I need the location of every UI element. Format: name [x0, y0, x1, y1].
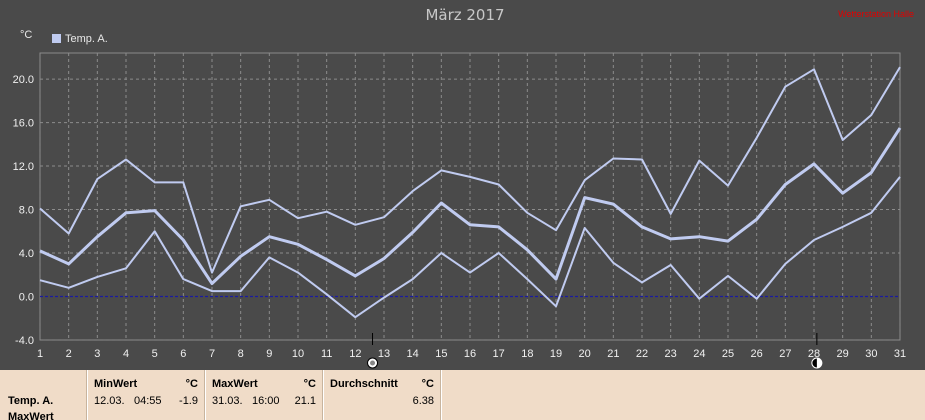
- x-tick-label: 29: [837, 348, 849, 360]
- x-tick-label: 14: [407, 348, 419, 360]
- x-tick-label: 3: [94, 348, 100, 360]
- series-line-min: [39, 176, 901, 319]
- station-watermark: Wetterstation Halle: [838, 9, 914, 19]
- x-tick-label: 1: [37, 348, 43, 360]
- series-line-max: [39, 66, 901, 274]
- column-divider: [205, 370, 206, 420]
- x-tick-label: 23: [665, 348, 677, 360]
- avg-value: 6.38: [412, 395, 434, 407]
- y-tick-label: 0.0: [19, 292, 34, 304]
- min-value: -1.9: [179, 395, 198, 407]
- y-axis-unit: °C: [20, 29, 32, 41]
- x-tick-label: 28: [808, 348, 820, 360]
- x-tick-label: 19: [550, 348, 562, 360]
- x-tick-label: 8: [238, 348, 244, 360]
- min-unit: °C: [185, 378, 198, 390]
- x-tick-label: 31: [894, 348, 906, 360]
- x-tick-label: 13: [378, 348, 390, 360]
- max-unit: °C: [303, 378, 316, 390]
- min-header: MinWert: [94, 378, 138, 390]
- stats-label-column: Temp. A. MaxWert: [0, 370, 87, 420]
- x-tick-label: 25: [722, 348, 734, 360]
- y-tick-label: -4.0: [15, 335, 34, 347]
- max-time: 16:00: [252, 395, 280, 407]
- x-tick-label: 15: [435, 348, 447, 360]
- column-divider: [323, 370, 324, 420]
- plot-area: 1 2 3 4 5 6 7 8 9 10 11 12 13 14 15 16 17 18 19 20 21 22 23 24 2…: [13, 52, 906, 369]
- max-value: 21.1: [294, 395, 316, 407]
- series-label: Temp. A.: [8, 395, 54, 407]
- x-tick-label: 26: [751, 348, 763, 360]
- avg-column: Durchschnitt °C 6.38: [324, 370, 441, 420]
- legend-swatch: [52, 34, 61, 43]
- min-time: 04:55: [134, 395, 162, 407]
- x-tick-label: 10: [292, 348, 304, 360]
- x-tick-label: 11: [321, 348, 332, 360]
- y-tick-label: 20.0: [13, 74, 34, 86]
- legend-label: Temp. A.: [65, 33, 108, 45]
- x-tick-label: 27: [779, 348, 791, 360]
- max-date: 31.03.: [212, 395, 243, 407]
- x-tick-label: 4: [123, 348, 129, 360]
- x-tick-label: 12: [349, 348, 361, 360]
- column-divider: [87, 370, 88, 420]
- x-tick-label: 5: [152, 348, 158, 360]
- series-line-mean: [39, 127, 902, 285]
- x-tick-label: 2: [66, 348, 72, 360]
- statistics-panel: Temp. A. MaxWert MinWert °C 12.03. 04:55…: [0, 370, 925, 420]
- x-tick-label: 9: [266, 348, 272, 360]
- temperature-chart: März 2017 Wetterstation Halle °C Temp. A…: [13, 6, 914, 369]
- y-tick-label: 8.0: [19, 205, 34, 217]
- x-tick-label: 22: [636, 348, 648, 360]
- max-label: MaxWert: [8, 411, 54, 420]
- min-column: MinWert °C 12.03. 04:55 -1.9: [88, 370, 205, 420]
- chart-title: März 2017: [425, 6, 504, 24]
- y-tick-label: 16.0: [13, 118, 34, 130]
- x-tick-label: 6: [180, 348, 186, 360]
- x-tick-label: 16: [464, 348, 476, 360]
- x-tick-label: 17: [493, 348, 505, 360]
- x-tick-label: 20: [579, 348, 591, 360]
- x-tick-label: 7: [209, 348, 215, 360]
- y-tick-label: 4.0: [19, 248, 34, 260]
- min-date: 12.03.: [94, 395, 125, 407]
- avg-header: Durchschnitt: [330, 378, 398, 390]
- x-tick-label: 30: [865, 348, 877, 360]
- x-tick-label: 21: [607, 348, 619, 360]
- x-tick-label: 24: [693, 348, 705, 360]
- max-column: MaxWert °C 31.03. 16:00 21.1: [206, 370, 323, 420]
- x-tick-label: 18: [521, 348, 533, 360]
- avg-unit: °C: [421, 378, 434, 390]
- column-divider: [441, 370, 442, 420]
- max-header: MaxWert: [212, 378, 258, 390]
- y-tick-label: 12.0: [13, 161, 34, 173]
- moon-new-icon-detail: [816, 358, 822, 368]
- moon-full-icon-detail: [370, 360, 376, 366]
